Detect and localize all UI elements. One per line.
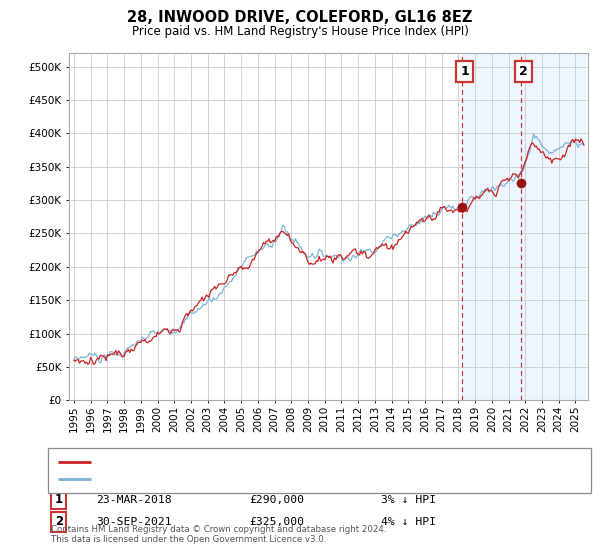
Text: 1: 1 [460,66,469,78]
Bar [521,53,586,400]
Text: 3% ↓ HPI: 3% ↓ HPI [381,494,436,505]
Text: 2: 2 [55,515,63,529]
Text: 2: 2 [519,66,528,78]
Text: 1: 1 [55,493,63,506]
Text: 28, INWOOD DRIVE, COLEFORD, GL16 8EZ (detached house): 28, INWOOD DRIVE, COLEFORD, GL16 8EZ (de… [98,457,431,467]
Text: HPI: Average price, detached house, Forest of Dean: HPI: Average price, detached house, Fore… [98,474,380,484]
Text: Contains HM Land Registry data © Crown copyright and database right 2024.
This d: Contains HM Land Registry data © Crown c… [51,525,386,544]
Text: £290,000: £290,000 [249,494,304,505]
Text: 30-SEP-2021: 30-SEP-2021 [96,517,172,527]
Text: 23-MAR-2018: 23-MAR-2018 [96,494,172,505]
Text: 28, INWOOD DRIVE, COLEFORD, GL16 8EZ: 28, INWOOD DRIVE, COLEFORD, GL16 8EZ [127,10,473,25]
Text: £325,000: £325,000 [249,517,304,527]
Text: 4% ↓ HPI: 4% ↓ HPI [381,517,436,527]
Text: Price paid vs. HM Land Registry's House Price Index (HPI): Price paid vs. HM Land Registry's House … [131,25,469,38]
Bar [462,53,521,400]
